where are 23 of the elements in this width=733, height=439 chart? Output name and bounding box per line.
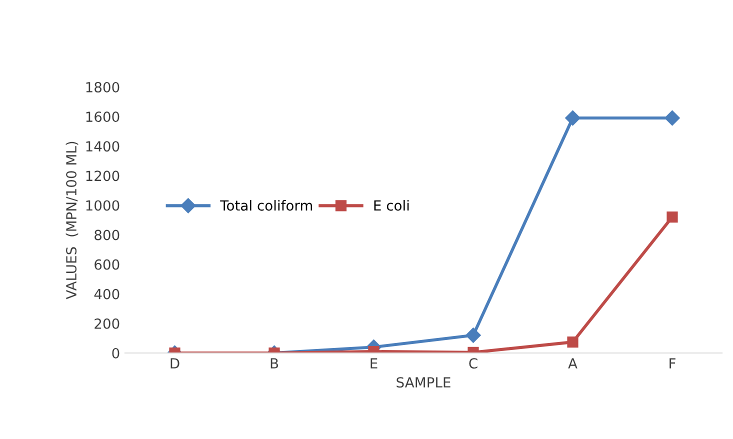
y-tick-label: 600 bbox=[94, 259, 120, 270]
x-tick-label: D bbox=[170, 358, 180, 368]
y-tick-label: 200 bbox=[94, 318, 120, 329]
y-tick-label: 1800 bbox=[86, 82, 120, 92]
legend-label: E coli bbox=[374, 200, 409, 211]
x-tick-label: E bbox=[370, 358, 378, 368]
y-tick-label: 0 bbox=[112, 348, 120, 358]
x-tick-label: B bbox=[270, 358, 278, 368]
y-axis-title: VALUES (MPN/100 ML) bbox=[66, 142, 78, 300]
x-tick-label: A bbox=[568, 358, 578, 368]
y-tick-label: 800 bbox=[94, 230, 120, 240]
point bbox=[666, 211, 678, 223]
point bbox=[664, 110, 680, 126]
y-tick-label: 1600 bbox=[86, 112, 120, 122]
x-tick-label: F bbox=[670, 358, 676, 368]
x-axis-title: SAMPLE bbox=[396, 377, 450, 388]
x-tick-label: C bbox=[469, 358, 478, 369]
y-tick-label: 400 bbox=[94, 288, 120, 300]
y-tick-label: 1000 bbox=[86, 200, 120, 211]
legend-label: Total coliform bbox=[220, 200, 312, 211]
y-tick-label: 1200 bbox=[86, 170, 120, 182]
point bbox=[565, 110, 580, 126]
y-tick-label: 1400 bbox=[86, 141, 120, 152]
